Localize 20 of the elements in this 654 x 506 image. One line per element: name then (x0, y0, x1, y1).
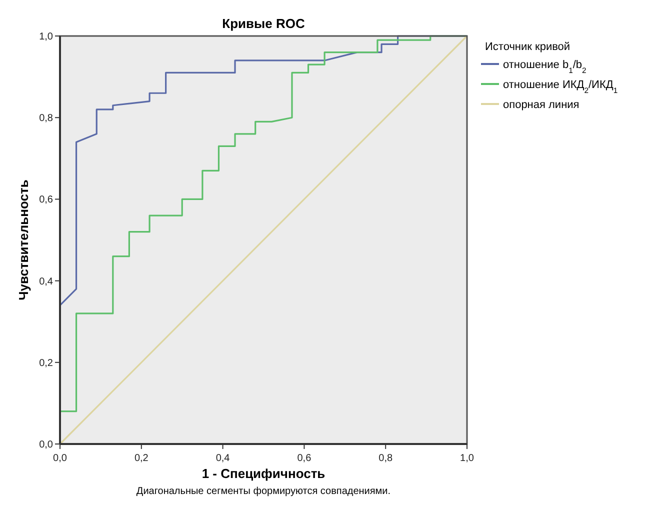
y-axis-title: Чувствительность (16, 180, 31, 300)
text: Диагональные сегменты формируются совпадениями. (136, 486, 391, 497)
y-tick-label: 0,4 (39, 276, 54, 288)
x-axis-title: 1 - Специфичность (202, 466, 326, 481)
x-tick-label: 0,2 (134, 453, 149, 464)
x-tick-label: 0,8 (378, 453, 393, 464)
legend-title: Источник кривой (485, 41, 570, 53)
legend-label: отношение b$_{1}$/b$_{2}$ (503, 59, 586, 74)
y-tick-label: 0,0 (39, 440, 54, 450)
x-tick-label: 0,6 (297, 453, 312, 464)
legend-label: опорная линия (503, 99, 580, 111)
x-tick-label: 0,0 (53, 453, 68, 464)
y-tick-label: 0,2 (39, 358, 54, 369)
x-tick-label: 0,4 (216, 453, 230, 464)
y-tick-label: 1,0 (39, 32, 54, 42)
y-tick-label: 0,6 (39, 194, 54, 206)
x-tick-label: 1,0 (460, 453, 474, 464)
y-tick-label: 0,8 (39, 113, 54, 124)
chart-title: Кривые ROC (222, 16, 306, 31)
legend-label: отношение ИКД$_{2}$/ИКД$_{1}$ (503, 79, 618, 94)
